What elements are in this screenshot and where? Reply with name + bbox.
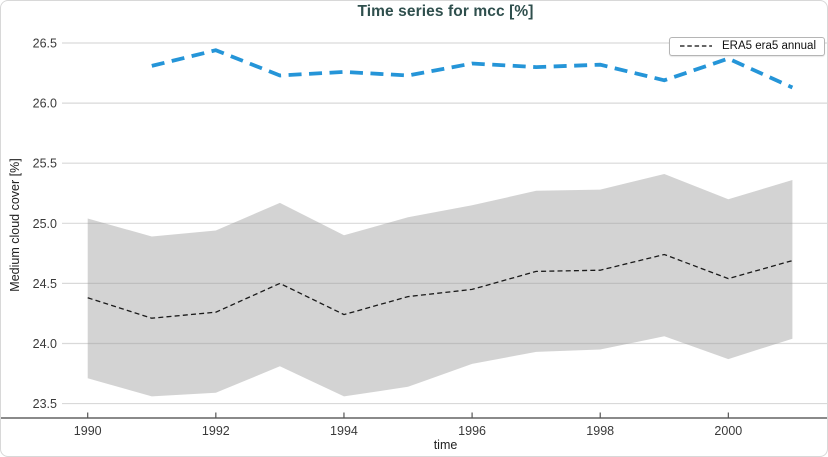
y-tick-label: 26.0 [33, 97, 57, 111]
legend[interactable]: ERA5 era5 annual [669, 37, 825, 56]
x-axis-label: time [433, 438, 458, 452]
x-tick-label: 1994 [330, 424, 358, 438]
era5-annual-line [87, 253, 793, 319]
y-tick-label: 24.5 [33, 277, 57, 291]
y-tick-label: 23.5 [33, 397, 57, 411]
x-tick-label: 1992 [202, 424, 230, 438]
x-tick-label: 1990 [74, 424, 102, 438]
y-tick-label: 25.5 [33, 157, 57, 171]
y-tick-label: 26.5 [33, 37, 57, 51]
y-tick-label: 25.0 [33, 217, 57, 231]
y-tick-label: 24.0 [33, 337, 57, 351]
x-tick-label: 1998 [586, 424, 614, 438]
x-tick-label: 2000 [714, 424, 742, 438]
legend-dash-icon [680, 45, 713, 47]
legend-label: ERA5 era5 annual [722, 40, 816, 52]
chart-title: Time series for mcc [%] [357, 3, 534, 20]
y-axis-label: Medium cloud cover [%] [8, 158, 22, 292]
uncertainty-band [87, 174, 793, 397]
blue-annual-line [151, 48, 794, 90]
x-tick-label: 1996 [458, 424, 486, 438]
